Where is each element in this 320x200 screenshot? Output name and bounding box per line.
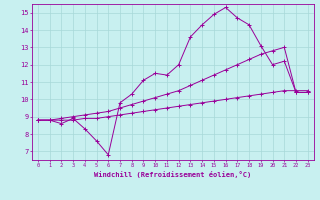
X-axis label: Windchill (Refroidissement éolien,°C): Windchill (Refroidissement éolien,°C): [94, 171, 252, 178]
